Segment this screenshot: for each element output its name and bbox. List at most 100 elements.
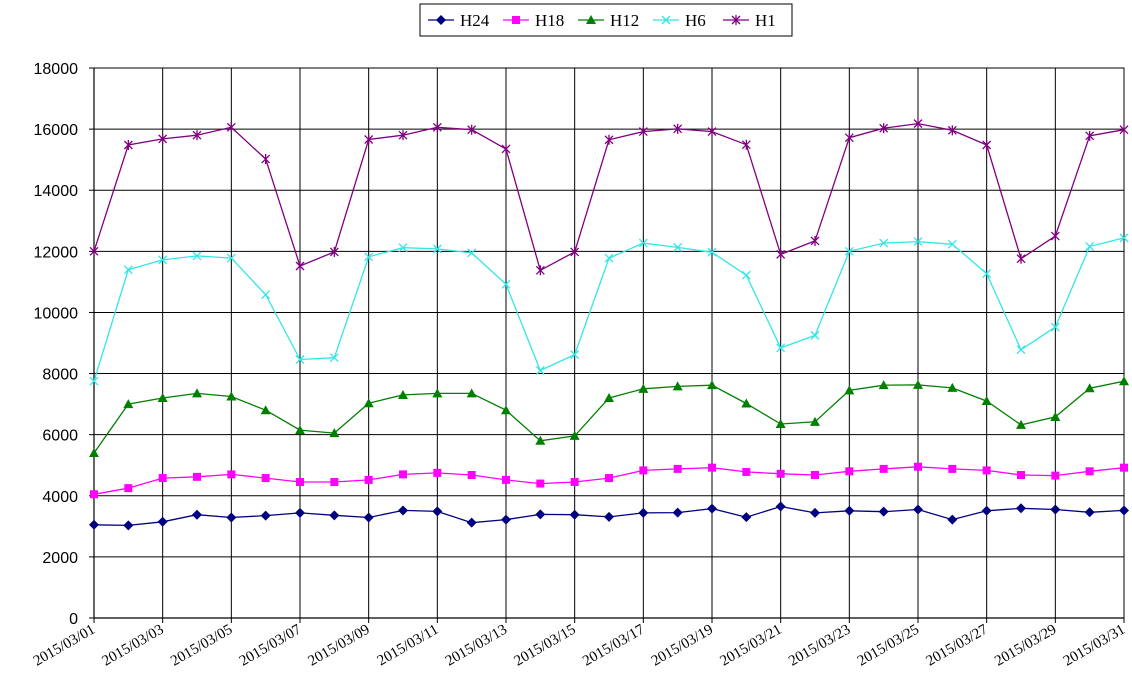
data-point-h18 (742, 467, 751, 476)
y-tick-label: 12000 (34, 244, 79, 261)
x-tick-label: 2015/03/25 (855, 622, 922, 670)
data-point-h18 (1017, 471, 1025, 479)
data-point-h12 (604, 393, 614, 402)
data-point-h24 (707, 503, 717, 514)
y-tick-label: 8000 (42, 367, 78, 384)
data-point-h1 (364, 134, 374, 145)
legend-item-h24: H24 (428, 11, 490, 30)
data-point-h24 (260, 510, 271, 521)
data-point-h24 (329, 510, 340, 521)
data-point-h6 (364, 252, 374, 262)
series-h12 (89, 376, 1129, 457)
data-point-h1 (158, 133, 168, 144)
data-point-h1 (810, 235, 820, 246)
x-tick-label: 2015/03/01 (31, 622, 98, 670)
data-point-h18 (914, 462, 922, 471)
y-tick-label: 2000 (42, 550, 78, 567)
data-point-h18 (811, 471, 819, 479)
data-point-h18 (605, 474, 613, 483)
data-point-h1 (329, 246, 339, 257)
data-point-h12 (981, 396, 992, 406)
data-point-h24 (741, 512, 752, 523)
data-point-h12 (260, 405, 271, 415)
x-tick-label: 2015/03/21 (717, 622, 784, 670)
x-tick-label: 2015/03/19 (649, 622, 716, 670)
data-point-h12 (123, 399, 134, 409)
data-point-h24 (1050, 504, 1061, 515)
data-point-h1 (707, 126, 717, 137)
data-point-h1 (1119, 124, 1129, 135)
data-point-h12 (226, 391, 237, 401)
legend-marker (436, 15, 446, 25)
x-tick-label: 2015/03/05 (168, 622, 235, 670)
data-point-h24 (226, 512, 237, 523)
data-point-h12 (501, 405, 511, 415)
data-point-h18 (1051, 471, 1060, 480)
data-point-h6 (947, 239, 957, 249)
legend: H24 H18 H12 H6 H1 (419, 3, 793, 37)
data-point-h1 (913, 118, 923, 129)
data-point-h18 (467, 471, 476, 479)
data-point-h24 (466, 517, 477, 528)
data-point-h6 (570, 350, 580, 360)
data-point-h18 (90, 490, 98, 499)
data-point-h1 (432, 122, 442, 133)
data-point-h12 (775, 418, 786, 428)
x-tick-label: 2015/03/17 (580, 621, 648, 669)
plot-area: 0 2000 4000 6000 8000 10000 12000 14000 16000 180… (31, 61, 1129, 670)
y-tick-label: 0 (69, 611, 78, 628)
data-point-h6 (501, 279, 511, 289)
data-point-h1 (604, 134, 614, 145)
x-tick-label: 2015/03/07 (237, 621, 305, 669)
data-point-h1 (1050, 231, 1060, 242)
data-point-h24 (363, 512, 374, 523)
data-point-h6 (1016, 345, 1026, 355)
data-point-h1 (192, 130, 202, 141)
data-point-h12 (192, 388, 202, 398)
data-point-h18 (1085, 467, 1094, 476)
data-point-h18 (158, 474, 167, 483)
legend-item-h12: H12 (578, 11, 639, 30)
data-point-h12 (1119, 376, 1129, 386)
data-point-h1 (261, 154, 271, 165)
legend-item-h6: H6 (653, 11, 706, 30)
data-point-h24 (878, 506, 889, 517)
data-point-h18 (261, 474, 270, 483)
legend-item-h1: H1 (723, 11, 776, 30)
data-point-h18 (364, 475, 373, 484)
data-point-h24 (947, 514, 958, 525)
x-tick-label: 2015/03/03 (99, 622, 166, 670)
data-point-h24 (398, 505, 408, 516)
data-point-h6 (673, 242, 683, 252)
plot-frame (93, 67, 1125, 619)
data-point-h1 (947, 125, 957, 136)
data-point-h18 (948, 464, 957, 473)
data-point-h12 (157, 393, 168, 402)
data-point-h1 (638, 126, 648, 137)
data-point-h12 (878, 380, 889, 390)
data-point-h24 (192, 509, 202, 520)
y-tick-label: 4000 (42, 489, 78, 506)
data-point-h24 (295, 507, 305, 518)
legend-label: H24 (460, 11, 490, 30)
data-point-h12 (1050, 411, 1061, 421)
data-point-h1 (123, 140, 133, 150)
data-point-h6 (638, 238, 648, 248)
data-point-h6 (1050, 322, 1060, 332)
data-point-h6 (329, 353, 339, 363)
data-point-h18 (673, 464, 682, 473)
data-point-h12 (329, 428, 340, 438)
data-point-h1 (570, 246, 580, 257)
data-point-h6 (535, 366, 545, 375)
data-point-h6 (1085, 241, 1095, 251)
data-point-h12 (466, 388, 477, 398)
data-point-h18 (1120, 463, 1128, 472)
legend-label: H18 (535, 11, 564, 30)
x-tick-label: 2015/03/15 (511, 622, 578, 670)
data-point-h24 (157, 516, 168, 527)
data-point-h12 (398, 389, 408, 399)
data-point-h6 (741, 270, 751, 280)
data-point-h6 (604, 253, 614, 263)
data-point-h24 (638, 507, 649, 518)
